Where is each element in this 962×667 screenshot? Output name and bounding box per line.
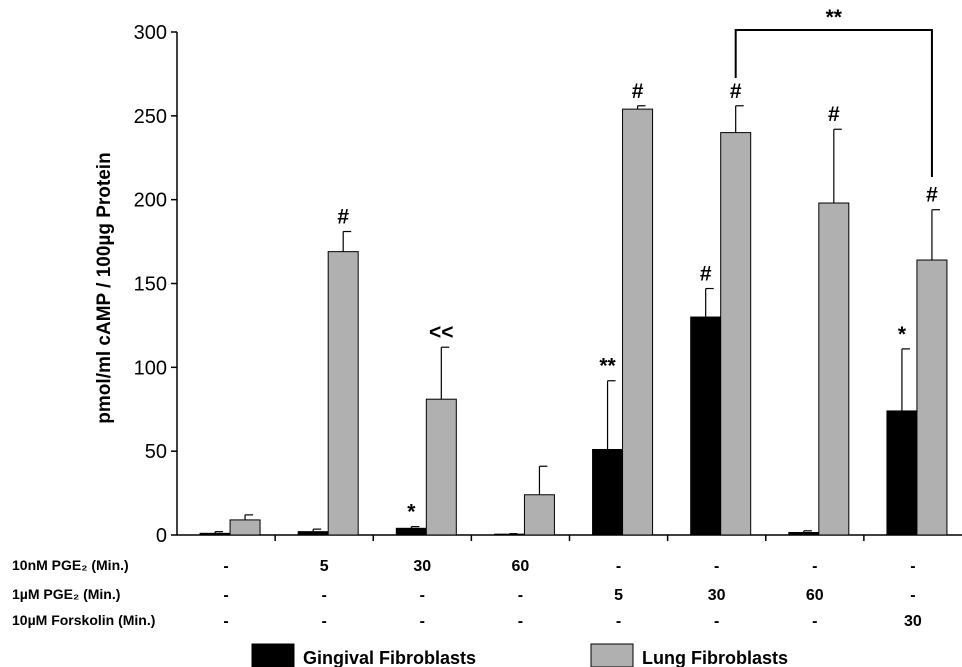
condition-value: - (714, 558, 719, 575)
y-tick-label: 100 (134, 357, 167, 379)
condition-value: - (420, 587, 425, 604)
condition-value: - (812, 558, 817, 575)
y-axis-label: pmol/ml cAMP / 100µg Protein (94, 152, 115, 423)
bar-gingival (592, 448, 624, 536)
significance-mark: * (407, 501, 416, 524)
y-tick-label: 200 (134, 190, 167, 212)
condition-value: 5 (320, 558, 329, 575)
bar-lung (622, 108, 654, 536)
significance-mark: * (898, 323, 907, 346)
bar-lung (523, 494, 555, 536)
condition-row-label: 10nM PGE₂ (Min.) (12, 557, 129, 573)
bar-lung (229, 519, 261, 536)
bar-gingival (395, 527, 427, 536)
condition-value: - (910, 587, 915, 604)
significance-bracket (734, 29, 933, 177)
bar-lung (720, 132, 752, 536)
condition-value: - (616, 558, 621, 575)
bar-gingival (690, 316, 722, 536)
legend-label-gingival: Gingival Fibroblasts (303, 648, 476, 667)
condition-value: - (812, 613, 817, 630)
condition-value: 30 (413, 558, 431, 575)
legend-label-lung: Lung Fibroblasts (642, 648, 788, 667)
condition-value: 60 (806, 587, 824, 604)
bar-gingival (297, 531, 329, 536)
condition-value: - (223, 613, 228, 630)
condition-value: - (910, 558, 915, 575)
legend-swatch-lung (590, 643, 634, 667)
condition-value: 30 (904, 613, 922, 630)
y-tick-label: 150 (134, 274, 167, 296)
y-tick-label: 300 (134, 22, 167, 44)
y-tick-label: 50 (145, 441, 167, 463)
y-tick-label: 0 (156, 525, 167, 547)
significance-mark: # (700, 263, 712, 286)
bar-lung (916, 259, 948, 536)
bar-gingival (199, 532, 231, 536)
condition-value: - (322, 587, 327, 604)
condition-value: 60 (512, 558, 530, 575)
significance-mark: ** (599, 355, 616, 378)
significance-mark: # (337, 206, 349, 229)
condition-row-label: 1µM PGE₂ (Min.) (12, 586, 120, 602)
condition-value: - (714, 613, 719, 630)
condition-table: 10nM PGE₂ (Min.) - 5 30 60 - - - - 1µM PGE₂ (Min.… (12, 557, 922, 630)
condition-value: - (223, 587, 228, 604)
bar-gingival (886, 410, 918, 536)
bar-lung (327, 251, 359, 536)
legend: Gingival Fibroblasts Lung Fibroblasts (251, 643, 788, 667)
condition-value: - (518, 587, 523, 604)
bar-lung (425, 398, 457, 536)
significance-mark: # (926, 184, 938, 207)
significance-mark: << (429, 321, 454, 344)
condition-value: - (322, 613, 327, 630)
legend-swatch-gingival (251, 643, 295, 667)
condition-value: - (518, 613, 523, 630)
bracket-label: ** (826, 6, 843, 29)
bar-gingival (493, 533, 525, 536)
significance-mark: # (730, 80, 742, 103)
bar-lung (818, 202, 850, 536)
condition-row-label: 10µM Forskolin (Min.) (12, 612, 155, 628)
y-tick-label: 250 (134, 106, 167, 128)
condition-value: - (223, 558, 228, 575)
bar-gingival (788, 531, 820, 536)
condition-value: - (420, 613, 425, 630)
condition-value: 5 (614, 587, 623, 604)
significance-mark: # (632, 80, 644, 103)
condition-value: 30 (708, 587, 726, 604)
significance-mark: # (828, 103, 840, 126)
condition-value: - (616, 613, 621, 630)
